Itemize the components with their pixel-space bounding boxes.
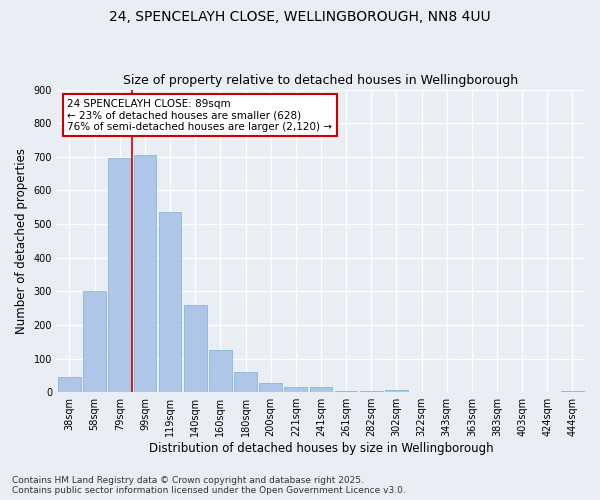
Bar (234, 372, 257, 392)
Bar (109, 158, 131, 392)
Text: Contains HM Land Registry data © Crown copyright and database right 2025.
Contai: Contains HM Land Registry data © Crown c… (12, 476, 406, 495)
Bar (83, 292, 106, 392)
Bar (561, 391, 584, 392)
Bar (134, 155, 156, 392)
Bar (360, 390, 383, 392)
Bar (184, 305, 206, 392)
Bar (335, 390, 358, 392)
Bar (259, 383, 282, 392)
Bar (385, 390, 408, 392)
Bar (310, 387, 332, 392)
Bar (58, 377, 81, 392)
Text: 24 SPENCELAYH CLOSE: 89sqm
← 23% of detached houses are smaller (628)
76% of sem: 24 SPENCELAYH CLOSE: 89sqm ← 23% of deta… (67, 98, 332, 132)
X-axis label: Distribution of detached houses by size in Wellingborough: Distribution of detached houses by size … (149, 442, 493, 455)
Bar (209, 350, 232, 392)
Bar (159, 212, 181, 392)
Y-axis label: Number of detached properties: Number of detached properties (15, 148, 28, 334)
Bar (284, 387, 307, 392)
Title: Size of property relative to detached houses in Wellingborough: Size of property relative to detached ho… (124, 74, 518, 87)
Text: 24, SPENCELAYH CLOSE, WELLINGBOROUGH, NN8 4UU: 24, SPENCELAYH CLOSE, WELLINGBOROUGH, NN… (109, 10, 491, 24)
